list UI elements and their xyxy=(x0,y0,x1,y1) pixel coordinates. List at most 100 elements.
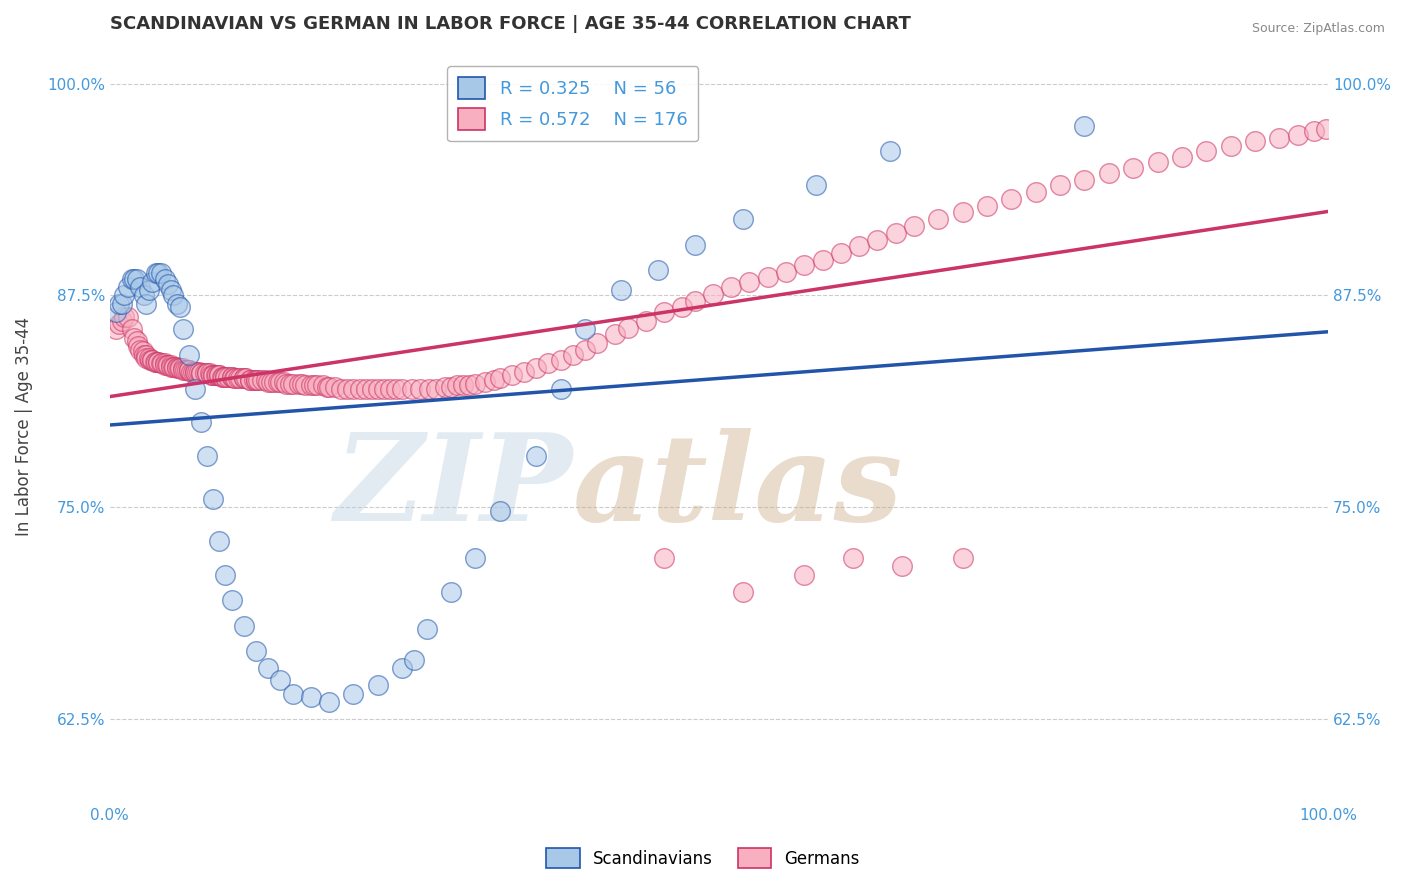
Point xyxy=(245,373,267,387)
Point xyxy=(425,382,447,396)
Point xyxy=(1302,124,1324,138)
Point xyxy=(214,369,236,384)
Point xyxy=(149,356,172,370)
Point xyxy=(172,363,194,377)
Point xyxy=(1244,134,1267,148)
Point xyxy=(131,344,153,359)
Point xyxy=(1000,192,1022,206)
Point xyxy=(190,367,212,381)
Point xyxy=(153,358,176,372)
Point xyxy=(145,267,167,281)
Point xyxy=(354,382,377,396)
Point xyxy=(139,352,162,367)
Point xyxy=(1073,119,1095,133)
Point xyxy=(111,297,134,311)
Point xyxy=(775,265,797,279)
Point xyxy=(373,382,395,396)
Point xyxy=(148,354,170,368)
Point xyxy=(156,358,179,372)
Point xyxy=(360,382,382,396)
Point xyxy=(652,551,675,566)
Point xyxy=(184,382,207,396)
Point xyxy=(200,368,222,382)
Point xyxy=(148,267,170,281)
Point xyxy=(208,534,231,549)
Point xyxy=(257,375,280,389)
Point xyxy=(125,271,148,285)
Point xyxy=(488,371,510,385)
Point xyxy=(291,376,314,391)
Point xyxy=(793,568,815,582)
Point xyxy=(1171,150,1194,164)
Point xyxy=(702,286,724,301)
Point xyxy=(561,348,583,362)
Point xyxy=(806,178,828,193)
Point xyxy=(537,356,560,370)
Point xyxy=(202,368,225,382)
Point xyxy=(879,145,901,159)
Point xyxy=(446,378,468,392)
Point xyxy=(212,369,235,384)
Point xyxy=(169,361,191,376)
Point xyxy=(634,314,657,328)
Point xyxy=(524,361,547,376)
Point xyxy=(172,322,194,336)
Point xyxy=(184,365,207,379)
Point xyxy=(180,365,202,379)
Point xyxy=(202,368,225,382)
Point xyxy=(198,367,221,381)
Point xyxy=(232,371,254,385)
Point xyxy=(793,258,815,272)
Point xyxy=(235,371,257,385)
Point xyxy=(163,359,186,374)
Point xyxy=(195,367,218,381)
Point xyxy=(1146,154,1168,169)
Point xyxy=(890,559,912,574)
Point xyxy=(976,199,998,213)
Point xyxy=(866,233,889,247)
Text: atlas: atlas xyxy=(572,428,903,546)
Point xyxy=(304,378,326,392)
Point xyxy=(733,212,755,227)
Point xyxy=(172,361,194,376)
Point xyxy=(208,368,231,382)
Point xyxy=(1049,178,1071,193)
Point xyxy=(1025,185,1047,199)
Point xyxy=(127,339,149,353)
Point xyxy=(176,363,198,377)
Point xyxy=(720,280,742,294)
Point xyxy=(177,363,200,377)
Y-axis label: In Labor Force | Age 35-44: In Labor Force | Age 35-44 xyxy=(15,318,32,536)
Point xyxy=(254,373,277,387)
Point xyxy=(259,375,281,389)
Point xyxy=(1315,122,1337,136)
Point xyxy=(647,263,669,277)
Point xyxy=(157,277,180,291)
Point xyxy=(652,305,675,319)
Point xyxy=(574,322,596,336)
Point xyxy=(208,368,231,382)
Point xyxy=(378,382,401,396)
Point xyxy=(162,288,184,302)
Point xyxy=(177,363,200,377)
Point xyxy=(121,322,143,336)
Point xyxy=(574,343,596,357)
Point xyxy=(157,358,180,372)
Point xyxy=(482,373,505,387)
Point xyxy=(848,239,870,253)
Point xyxy=(474,375,496,389)
Point xyxy=(141,275,163,289)
Point xyxy=(367,678,389,692)
Point xyxy=(149,267,172,281)
Point xyxy=(121,271,143,285)
Point xyxy=(132,288,155,302)
Point xyxy=(162,359,184,374)
Point xyxy=(415,622,437,636)
Point xyxy=(229,371,252,385)
Point xyxy=(488,503,510,517)
Point xyxy=(108,297,131,311)
Point xyxy=(610,284,633,298)
Point xyxy=(167,361,190,376)
Point xyxy=(112,288,135,302)
Point xyxy=(129,343,152,357)
